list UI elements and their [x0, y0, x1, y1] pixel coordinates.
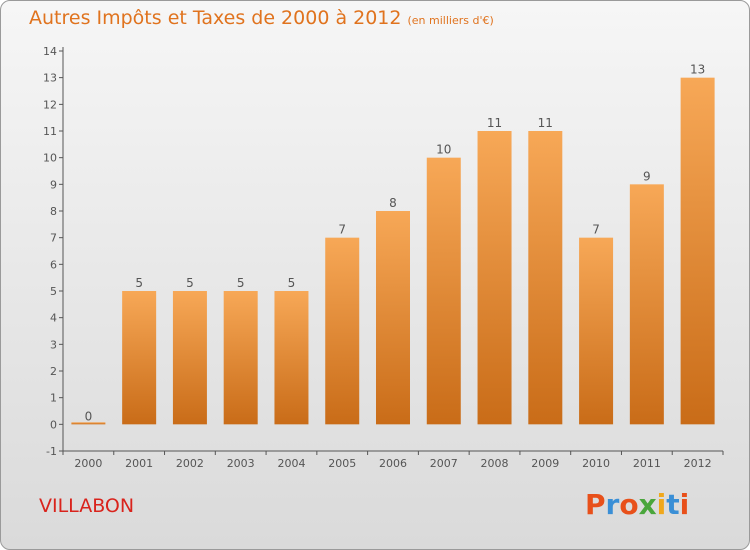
x-tick-label-2010: 2010 [582, 457, 610, 470]
x-tick-label-2000: 2000 [74, 457, 102, 470]
proxiti-logo: Proxiti [585, 488, 689, 521]
bar-2011 [629, 184, 664, 425]
bar-2002 [172, 291, 207, 425]
logo-letter: r [605, 488, 620, 521]
bar-2008 [477, 131, 512, 425]
x-tick-label-2007: 2007 [430, 457, 458, 470]
town-name: VILLABON [39, 495, 135, 517]
value-label-2012: 13 [690, 63, 705, 77]
bar-2010 [579, 237, 614, 425]
logo-letter: i [679, 488, 690, 521]
x-tick-label-2005: 2005 [328, 457, 356, 470]
y-tick-label: 1 [50, 392, 57, 405]
y-tick-label: 4 [50, 312, 57, 325]
y-tick-label: 3 [50, 338, 57, 351]
y-tick-label: 10 [43, 152, 57, 165]
y-tick-label: 7 [50, 232, 57, 245]
x-tick-label-2004: 2004 [277, 457, 305, 470]
y-tick-label: 12 [43, 98, 57, 111]
y-tick-label: 11 [43, 125, 57, 138]
x-tick-label-2001: 2001 [125, 457, 153, 470]
value-label-2000: 0 [85, 409, 93, 423]
logo-letter: i [656, 488, 667, 521]
value-label-2010: 7 [592, 223, 600, 237]
bars [71, 77, 715, 425]
value-label-2009: 11 [538, 116, 553, 130]
bar-2003 [223, 291, 258, 425]
logo-letter: P [585, 488, 606, 521]
value-label-2008: 11 [487, 116, 502, 130]
value-label-2005: 7 [338, 223, 346, 237]
y-tick-label: 9 [50, 178, 57, 191]
x-tick-label-2009: 2009 [531, 457, 559, 470]
y-tick-label: 8 [50, 205, 57, 218]
x-tick-label-2008: 2008 [481, 457, 509, 470]
y-tick-label: 6 [50, 258, 57, 271]
data-labels: 0 5 5 5 5 7 8 10 11 11 7 9 13 [85, 63, 706, 424]
x-tick-label-2011: 2011 [633, 457, 661, 470]
title-row: Autres Impôts et Taxes de 2000 à 2012 (en… [29, 7, 494, 29]
chart-unit: (en milliers d'€) [407, 14, 494, 27]
value-label-2003: 5 [237, 276, 245, 290]
logo-letter: o [619, 488, 639, 521]
y-tick-label: 0 [50, 418, 57, 431]
x-tick-label-2012: 2012 [684, 457, 712, 470]
bar-2006 [376, 211, 410, 425]
bar-2009 [528, 131, 563, 425]
bar-2000 [71, 422, 106, 425]
x-tick-label-2002: 2002 [176, 457, 204, 470]
value-label-2001: 5 [135, 276, 143, 290]
bar-2007 [426, 157, 461, 425]
bar-2001 [122, 291, 157, 425]
value-label-2007: 10 [436, 143, 451, 157]
y-tick-label: 5 [50, 285, 57, 298]
bar-2005 [325, 237, 360, 425]
value-label-2004: 5 [288, 276, 296, 290]
value-label-2011: 9 [643, 169, 651, 183]
y-tick-label: -1 [46, 445, 57, 458]
y-tick-label: 13 [43, 72, 57, 85]
chart-title: Autres Impôts et Taxes de 2000 à 2012 [29, 7, 402, 29]
bar-2012 [680, 77, 715, 425]
value-label-2002: 5 [186, 276, 194, 290]
bar-2004 [274, 291, 309, 425]
logo-letter: x [638, 488, 657, 521]
y-tick-label: 14 [43, 45, 57, 58]
value-label-2006: 8 [389, 196, 397, 210]
x-tick-label-2006: 2006 [379, 457, 407, 470]
logo-letter: t [666, 488, 680, 521]
x-tick-label-2003: 2003 [227, 457, 255, 470]
y-tick-label: 2 [50, 365, 57, 378]
